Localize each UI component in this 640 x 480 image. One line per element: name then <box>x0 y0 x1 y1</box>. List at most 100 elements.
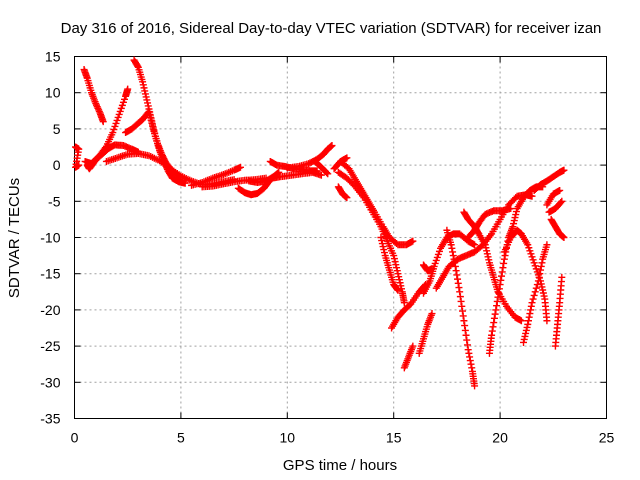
series-arc-4 <box>83 85 132 173</box>
data-point <box>507 205 515 213</box>
data-point <box>492 306 500 314</box>
data-point <box>452 267 460 275</box>
data-point <box>460 317 468 325</box>
data-point <box>495 285 503 293</box>
data-point <box>454 275 462 283</box>
data-point <box>526 310 534 318</box>
data-point <box>530 291 538 299</box>
data-point <box>488 331 496 339</box>
data-point <box>101 144 109 152</box>
y-tick-label: 0 <box>53 157 61 173</box>
data-point <box>558 273 566 281</box>
x-tick-label: 0 <box>71 430 79 446</box>
data-point <box>495 289 503 297</box>
data-point <box>449 252 457 260</box>
data-point <box>461 326 469 334</box>
data-point <box>453 271 461 279</box>
data-point <box>471 382 479 390</box>
data-point <box>493 302 501 310</box>
data-point <box>501 252 509 260</box>
data-point <box>525 313 533 321</box>
x-tick-label: 25 <box>599 430 615 446</box>
data-point <box>343 194 351 202</box>
data-point <box>527 302 535 310</box>
data-point <box>447 241 455 249</box>
data-point <box>93 103 101 111</box>
data-point <box>461 322 469 330</box>
data-point <box>560 166 568 174</box>
data-point <box>499 264 507 272</box>
data-point <box>543 317 551 325</box>
data-point <box>75 161 83 169</box>
data-point <box>448 244 456 252</box>
data-point <box>490 314 498 322</box>
data-point <box>533 281 541 289</box>
data-point <box>529 295 537 303</box>
data-point <box>498 272 506 280</box>
data-point <box>528 299 536 307</box>
series-arc-13 <box>268 168 325 182</box>
data-point <box>92 101 100 109</box>
y-tick-label: 5 <box>53 121 61 137</box>
series-arc-1 <box>72 143 83 171</box>
data-point <box>532 284 540 292</box>
y-tick-label: -35 <box>40 411 60 427</box>
series-arc-23 <box>415 310 436 357</box>
data-point <box>343 154 351 162</box>
data-point <box>560 234 568 241</box>
data-point <box>463 336 471 344</box>
data-point <box>517 317 525 325</box>
data-point <box>543 241 551 249</box>
data-point <box>95 106 103 114</box>
data-point <box>400 299 408 307</box>
data-point <box>455 284 463 292</box>
y-tick-label: -30 <box>40 374 60 390</box>
series-arc-35 <box>547 215 568 241</box>
x-tick-label: 20 <box>492 430 508 446</box>
data-point <box>236 163 244 171</box>
data-point <box>524 320 532 328</box>
data-point <box>528 192 536 200</box>
x-tick-label: 10 <box>280 430 296 446</box>
data-point <box>500 255 508 263</box>
data-point <box>537 262 545 270</box>
series-arc-22 <box>400 342 417 372</box>
data-point <box>134 62 142 70</box>
series-arc-20 <box>377 234 402 294</box>
data-point <box>99 118 107 126</box>
y-tick-label: -25 <box>40 338 60 354</box>
data-point <box>394 286 402 294</box>
data-point <box>324 170 332 178</box>
x-axis-label: GPS time / hours <box>283 457 397 474</box>
data-point <box>451 262 459 270</box>
axis-ticks: 0 5 10 15 20 25 15 10 5 0 -5 -10 -15 -20 -25 -30 -35 <box>40 49 614 446</box>
data-point <box>456 293 464 301</box>
series-arc-30 <box>485 183 547 357</box>
data-point <box>537 266 545 274</box>
data-point <box>328 142 336 150</box>
data-point <box>489 323 497 331</box>
data-point <box>409 342 417 350</box>
series-arc-2 <box>80 66 107 126</box>
data-point <box>449 248 457 256</box>
data-point <box>181 179 189 187</box>
data-point <box>459 312 467 320</box>
series-arc-33 <box>530 166 568 194</box>
y-tick-label: -20 <box>40 302 60 318</box>
data-point <box>557 199 565 207</box>
y-axis-label: SDTVAR / TECUs <box>6 178 23 298</box>
data-point <box>464 346 472 354</box>
series-arc-37 <box>551 273 566 350</box>
x-tick-label: 5 <box>177 430 185 446</box>
data-point <box>454 279 462 287</box>
data-point <box>535 273 543 281</box>
data-point <box>538 259 546 267</box>
y-tick-label: 10 <box>45 85 61 101</box>
data-point <box>393 285 401 293</box>
data-point <box>466 353 474 361</box>
data-points <box>72 56 568 390</box>
data-point <box>462 331 470 339</box>
data-point <box>465 349 473 357</box>
data-point <box>488 327 496 335</box>
